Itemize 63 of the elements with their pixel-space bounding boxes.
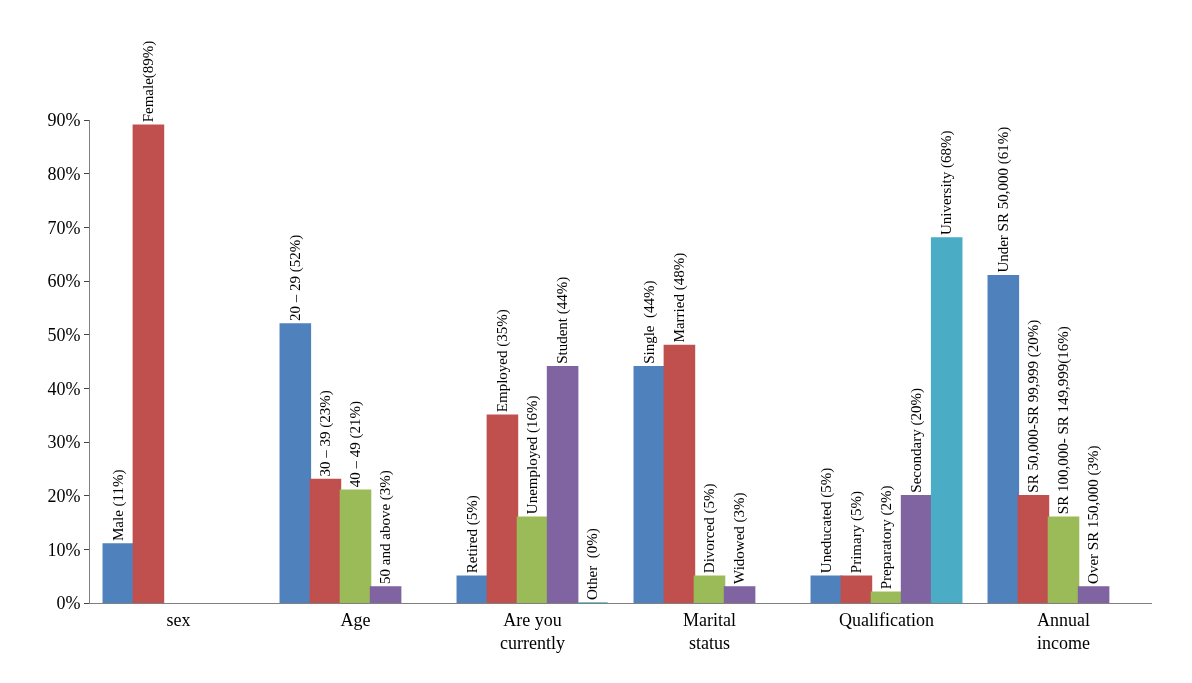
y-tick-label: 40% <box>47 378 81 399</box>
bar <box>1017 494 1050 603</box>
data-label: 30 – 39 (23%) <box>316 390 334 477</box>
data-label: Over SR 150,000 (3%) <box>1085 445 1103 584</box>
y-tick-label: 90% <box>47 110 81 131</box>
data-label: Single (44%) <box>640 280 658 364</box>
bar <box>102 543 135 603</box>
bar <box>132 124 165 603</box>
y-tick-label: 80% <box>47 163 81 184</box>
bar <box>870 591 903 603</box>
x-tick-label: Are you currently <box>500 609 565 653</box>
bar <box>456 575 489 603</box>
data-label: Female(89%) <box>139 40 157 123</box>
bar <box>1047 516 1080 603</box>
y-tick-label: 50% <box>47 324 81 345</box>
bar <box>723 586 756 603</box>
data-label: Employed (35%) <box>493 309 511 413</box>
bar <box>810 575 843 603</box>
bar <box>516 516 549 603</box>
y-tick-label: 70% <box>47 217 81 238</box>
data-label: SR 50,000-SR 99,999 (20%) <box>1024 319 1042 493</box>
bar <box>900 494 933 603</box>
x-tick-label: sex <box>166 609 191 630</box>
data-label: Primary (5%) <box>847 491 865 574</box>
bar <box>339 489 372 603</box>
y-tick-label: 20% <box>47 485 81 506</box>
x-tick-label: Marital status <box>683 609 736 653</box>
bar <box>840 575 873 603</box>
data-label: Preparatory (2%) <box>878 485 896 590</box>
data-label: Student (44%) <box>554 276 572 364</box>
data-label: Divorced (5%) <box>701 483 718 574</box>
data-label: Uneducated (5%) <box>817 467 835 574</box>
data-label: Under SR 50,000 (61%) <box>994 126 1012 273</box>
y-tick-label: 60% <box>47 271 81 292</box>
data-label: 50 and above (3%) <box>377 470 395 584</box>
x-tick-label: Annual income <box>1037 609 1090 653</box>
x-tick-label: Qualification <box>839 609 934 630</box>
data-label: Other (0%) <box>584 528 602 600</box>
x-tick-label: Age <box>340 609 371 630</box>
bar <box>987 274 1020 603</box>
data-label: 40 – 49 (21%) <box>347 401 364 488</box>
data-label: University (68%) <box>938 130 956 236</box>
y-tick-label: 10% <box>47 539 81 560</box>
data-label: Widowed (3%) <box>731 492 749 584</box>
data-label: Retired (5%) <box>463 495 481 574</box>
data-label: Male (11%) <box>109 469 127 541</box>
bar <box>693 575 726 603</box>
data-label: Married (48%) <box>670 252 688 343</box>
bar <box>1077 586 1110 603</box>
data-label: Secondary (20%) <box>908 388 926 493</box>
data-label: 20 – 29 (52%) <box>286 234 304 321</box>
bar <box>369 586 402 603</box>
bar <box>930 237 963 603</box>
bar <box>633 366 666 603</box>
bar <box>486 414 519 603</box>
bar <box>279 323 312 603</box>
y-tick-label: 30% <box>47 432 81 453</box>
bar <box>546 366 579 603</box>
data-label: Unemployed (16%) <box>524 395 542 515</box>
bar <box>663 344 696 603</box>
y-tick-label: 0% <box>56 593 81 614</box>
bar <box>309 478 342 603</box>
data-label: SR 100,000- SR 149,999(16%) <box>1055 326 1073 515</box>
